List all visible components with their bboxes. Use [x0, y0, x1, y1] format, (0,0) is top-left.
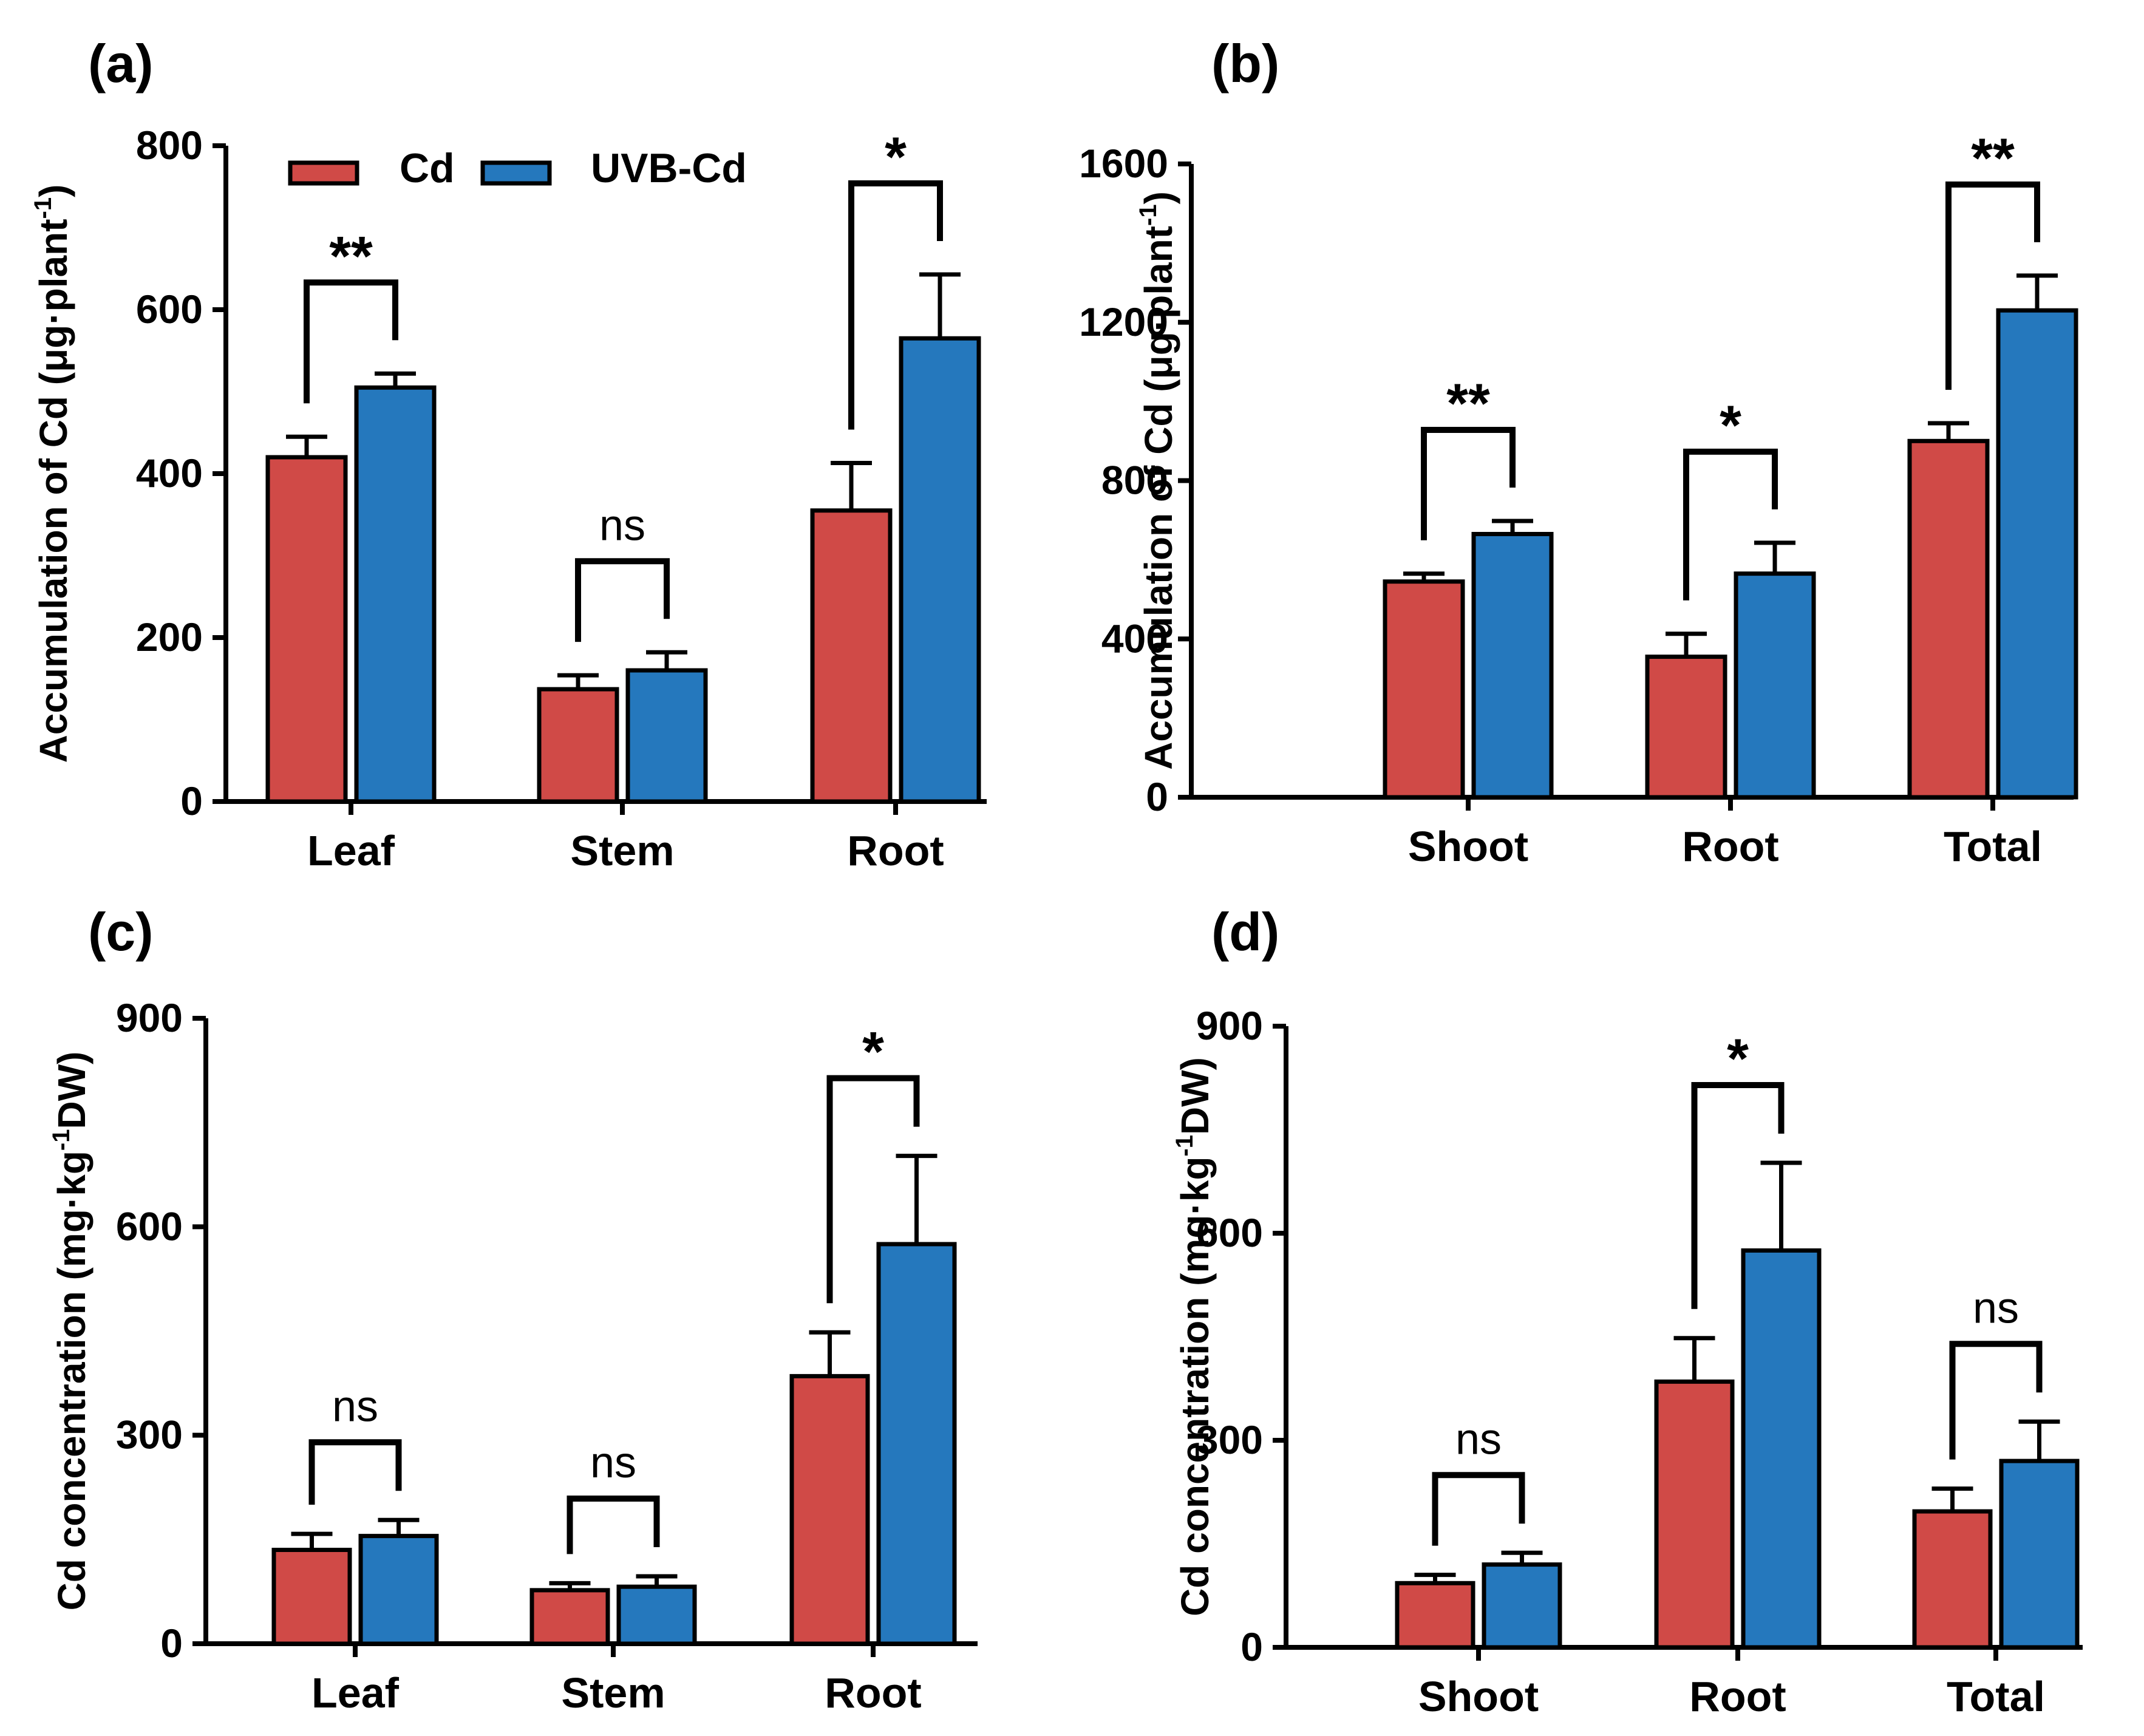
- bar-cd: [1395, 1581, 1475, 1650]
- significance-label: **: [1971, 128, 2015, 189]
- bar-uvb-cd: [1996, 308, 2078, 800]
- x-tick-label: Shoot: [1408, 823, 1528, 870]
- y-tick-label: 600: [136, 287, 203, 332]
- panel-d: (d) Cd concentration (mg·kg-1DW) 0 300 600 90…: [1171, 902, 2083, 1720]
- significance-label: *: [885, 126, 907, 188]
- bar-uvb-cd: [876, 1242, 957, 1646]
- bar-uvb-cd: [625, 668, 708, 804]
- significance-bracket: [1691, 1082, 1785, 1309]
- significance-label: **: [329, 225, 373, 287]
- x-tick-label: Root: [847, 827, 944, 874]
- bar-cd: [537, 687, 619, 804]
- y-tick-label: 1600: [1079, 141, 1168, 186]
- x-tick-label: Stem: [561, 1669, 665, 1717]
- bar-uvb-cd: [1741, 1248, 1822, 1650]
- legend-label: UVB-Cd: [591, 145, 747, 191]
- significance-label: *: [1727, 1028, 1749, 1090]
- x-tick-label: Total: [1947, 1673, 2045, 1720]
- bar-cd: [529, 1588, 610, 1646]
- x-tick-label: Leaf: [311, 1669, 400, 1717]
- y-tick-label: 300: [116, 1412, 183, 1457]
- x-tick-label: Root: [1689, 1673, 1786, 1720]
- y-tick-label: 600: [116, 1203, 183, 1248]
- y-tick-label: 900: [1196, 1003, 1263, 1048]
- y-tick-label: 300: [1196, 1417, 1263, 1462]
- panel-title: (b): [1211, 33, 1279, 94]
- significance-label: ns: [599, 501, 645, 550]
- bar-uvb-cd: [358, 1534, 439, 1646]
- bar-uvb-cd: [1471, 532, 1554, 800]
- panel-c: (c) Cd concentration (mg·kg-1DW) 0 300 600 90…: [48, 902, 978, 1717]
- y-tick-label: 400: [1101, 616, 1168, 661]
- y-tick-label: 800: [1101, 458, 1168, 503]
- y-tick-label: 0: [160, 1621, 183, 1666]
- significance-label: ns: [590, 1438, 636, 1487]
- significance-bracket: [308, 1439, 402, 1505]
- significance-label: ns: [1973, 1284, 2019, 1332]
- significance-label: *: [862, 1021, 884, 1083]
- significance-label: ns: [332, 1382, 378, 1431]
- panel-title: (c): [88, 902, 154, 962]
- legend-swatch-cd: [288, 160, 359, 186]
- bar-cd: [1907, 438, 1990, 800]
- bar-cd: [1383, 579, 1465, 800]
- bar-cd: [265, 455, 348, 804]
- y-tick-label: 0: [180, 778, 203, 823]
- bar-cd: [789, 1373, 870, 1646]
- y-tick-label: 0: [1240, 1624, 1263, 1669]
- x-tick-label: Stem: [570, 827, 674, 874]
- significance-bracket: [575, 558, 670, 642]
- significance-label: *: [1720, 395, 1741, 457]
- significance-bracket: [848, 180, 943, 430]
- significance-bracket: [1421, 426, 1516, 540]
- y-tick-label: 400: [136, 451, 203, 495]
- panel-b: (b) Accumulation of Cd (μg·plant-1)0 400 80…: [1079, 33, 2078, 870]
- y-tick-label: 900: [116, 995, 183, 1040]
- y-tick-label: 0: [1146, 774, 1168, 819]
- significance-label: **: [1446, 373, 1490, 435]
- significance-bracket: [1432, 1472, 1525, 1546]
- panel-title: (d): [1211, 902, 1279, 962]
- bar-cd: [1645, 655, 1727, 800]
- y-tick-label: 1200: [1079, 299, 1168, 344]
- y-axis-label: Cd concentration (mg·kg-1DW): [1171, 1057, 1217, 1616]
- bar-uvb-cd: [1999, 1459, 2080, 1650]
- y-axis-label: Accumulation of Cd (μg·plant-1): [1135, 191, 1180, 770]
- legend-swatch-uvb-cd: [480, 160, 552, 186]
- legend: Cd UVB-Cd: [288, 145, 747, 191]
- bar-cd: [1654, 1379, 1735, 1650]
- significance-bracket: [826, 1075, 920, 1304]
- bar-uvb-cd: [899, 336, 981, 804]
- y-tick-label: 200: [136, 614, 203, 659]
- y-tick-label: 800: [136, 123, 203, 168]
- bar-uvb-cd: [1734, 571, 1816, 800]
- y-axis-label: Accumulation of Cd (μg·plant-1): [30, 185, 75, 763]
- bar-cd: [271, 1548, 352, 1646]
- bar-uvb-cd: [1482, 1562, 1562, 1650]
- significance-bracket: [1945, 181, 2040, 390]
- significance-bracket: [1949, 1341, 2043, 1460]
- x-tick-label: Leaf: [307, 827, 395, 874]
- significance-bracket: [567, 1495, 660, 1554]
- bar-cd: [810, 508, 893, 804]
- panel-title: (a): [88, 33, 154, 94]
- x-tick-label: Total: [1944, 823, 2042, 870]
- y-tick-label: 600: [1196, 1210, 1263, 1255]
- x-tick-label: Shoot: [1418, 1673, 1539, 1720]
- x-tick-label: Root: [825, 1669, 921, 1717]
- legend-label: Cd: [400, 145, 455, 191]
- x-tick-label: Root: [1682, 823, 1778, 870]
- bar-uvb-cd: [354, 385, 437, 804]
- bar-cd: [1912, 1509, 1993, 1650]
- y-axis-label: Cd concentration (mg·kg-1DW): [48, 1052, 94, 1611]
- bar-uvb-cd: [616, 1584, 697, 1646]
- significance-bracket: [304, 279, 398, 404]
- panel-a: (a) Accumulation of Cd (μg·plant-1) 0 200 40…: [30, 33, 987, 874]
- significance-bracket: [1683, 448, 1778, 601]
- significance-label: ns: [1455, 1415, 1502, 1463]
